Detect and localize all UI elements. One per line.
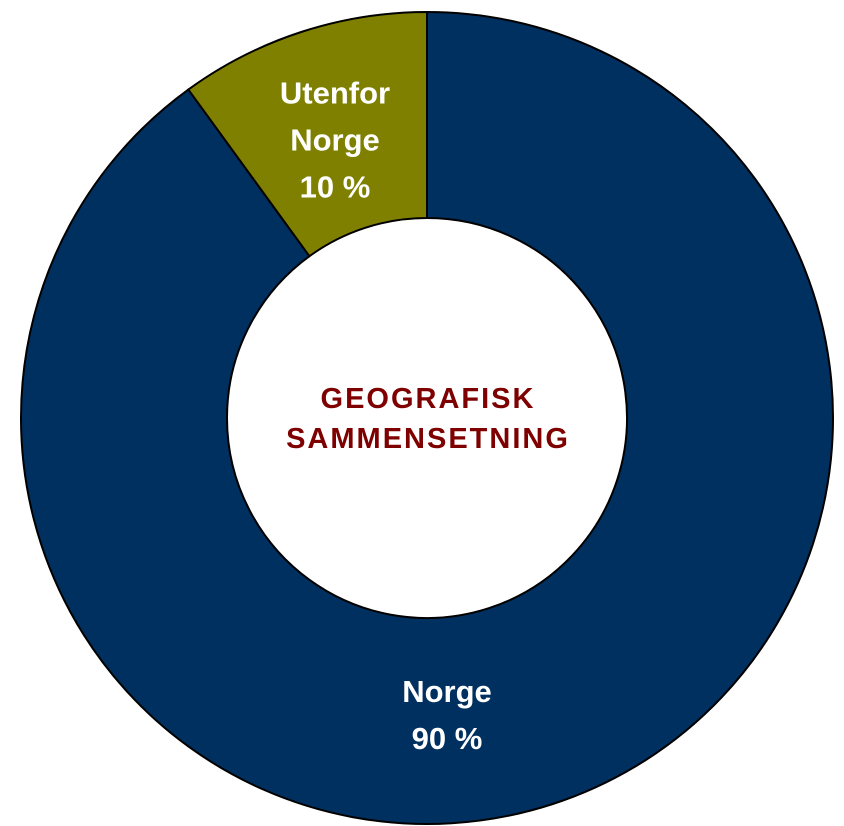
value-label: 90 % xyxy=(411,721,483,756)
donut-slice xyxy=(186,10,428,258)
value-label: 10 % xyxy=(299,169,371,205)
donut-slice xyxy=(20,10,834,825)
chart-title: GEOGRAFISK SAMMENSETNING xyxy=(286,383,570,455)
category-label: Utenfor Norge xyxy=(279,75,391,158)
slice-label: Norge 90 % xyxy=(347,668,547,762)
slice-label: Utenfor Norge 10 % xyxy=(250,70,420,211)
category-label: Norge xyxy=(402,674,492,709)
